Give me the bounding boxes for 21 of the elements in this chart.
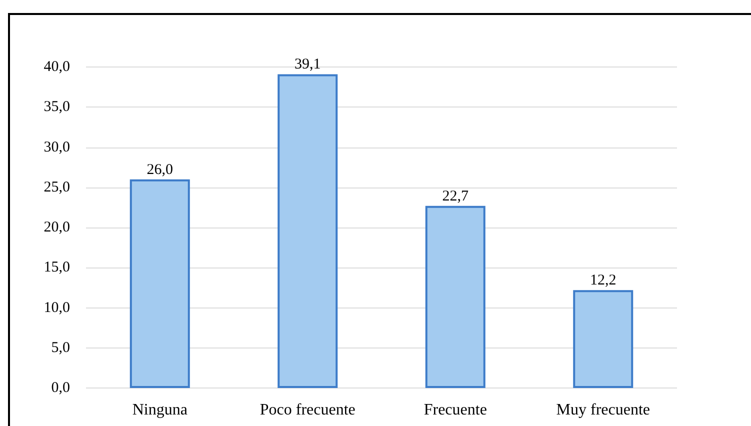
bar (278, 74, 338, 388)
x-tick-label: Poco frecuente (260, 402, 356, 418)
data-label: 39,1 (294, 56, 321, 73)
y-tick-label: 15,0 (44, 260, 70, 276)
x-tick-label: Muy frecuente (556, 402, 650, 418)
y-tick-label: 25,0 (44, 179, 70, 196)
y-tick-label: 30,0 (44, 139, 70, 156)
data-label: 22,7 (442, 188, 469, 204)
y-tick-label: 35,0 (44, 99, 70, 116)
data-label: 12,2 (590, 272, 616, 289)
bar (425, 206, 486, 388)
y-tick-label: 40,0 (44, 59, 70, 75)
bar (573, 290, 634, 388)
y-tick-label: 0,0 (51, 380, 70, 396)
y-tick-label: 5,0 (51, 340, 70, 356)
data-label: 26,0 (146, 162, 173, 178)
x-tick-label: Frecuente (424, 402, 487, 418)
x-tick-label: Ninguna (132, 402, 188, 418)
y-tick-label: 20,0 (44, 220, 70, 236)
bar (130, 179, 190, 388)
y-tick-label: 10,0 (44, 300, 70, 316)
